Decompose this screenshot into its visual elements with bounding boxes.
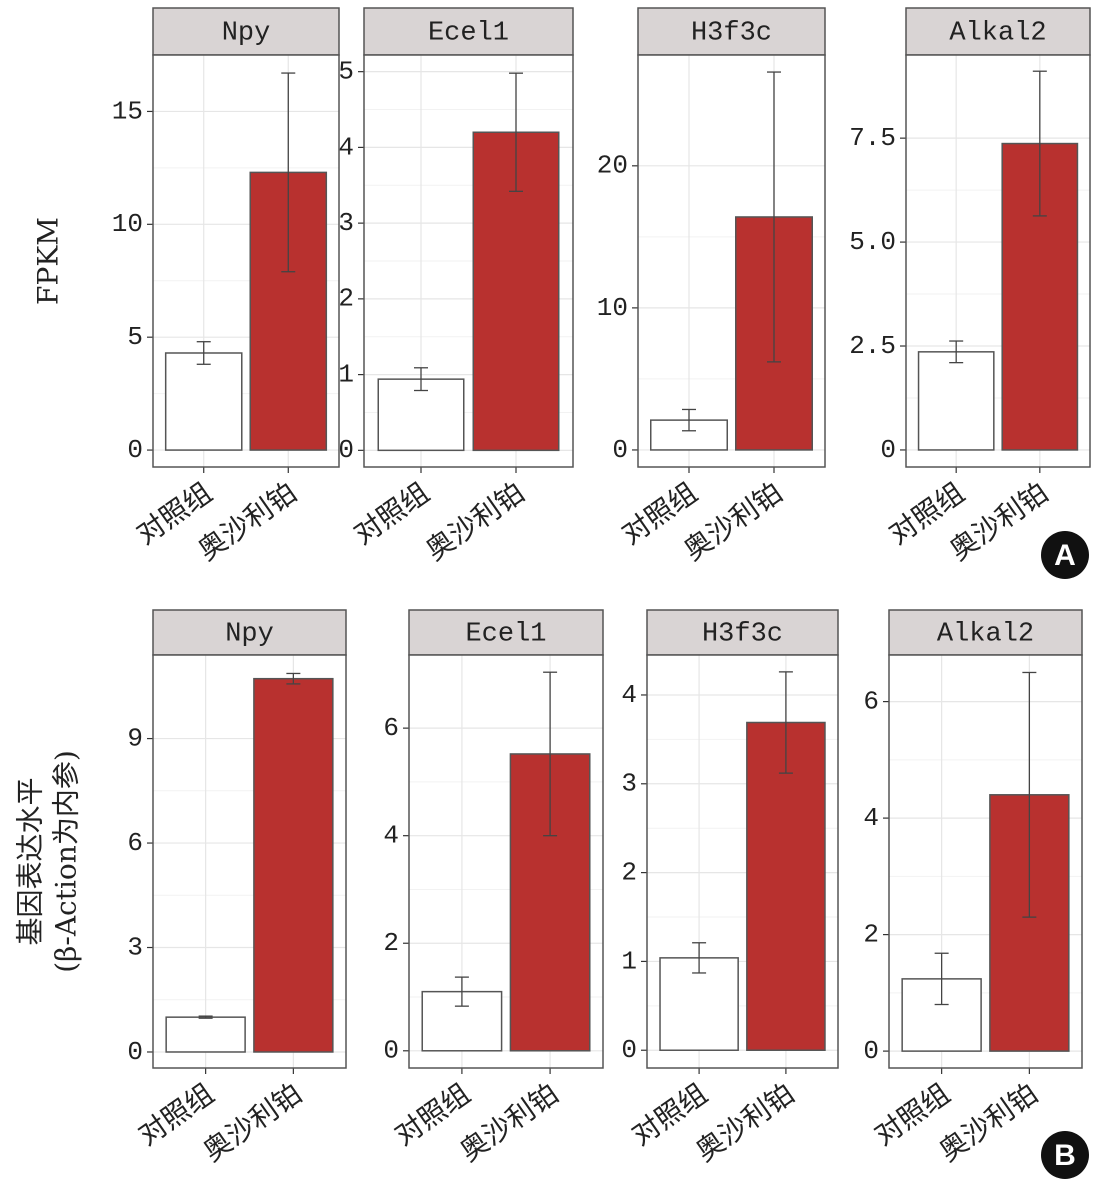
bar	[164, 352, 243, 451]
strip-title: Ecel1	[465, 620, 546, 650]
y-tick-label: 0	[621, 1035, 637, 1065]
y-axis-label: 基因表达水平	[14, 777, 47, 945]
panel-label: A	[1054, 539, 1076, 572]
strip-title: Npy	[225, 620, 274, 650]
y-tick-label: 0	[127, 435, 143, 465]
y-axis-label: (β-Action为内参)	[50, 750, 83, 973]
panel-border	[152, 654, 347, 1069]
panel-border	[152, 54, 340, 468]
y-tick-label: 0	[338, 435, 354, 465]
panel-badge	[1041, 1131, 1089, 1179]
y-tick-label: 5	[127, 322, 143, 352]
y-tick-label: 20	[597, 151, 628, 181]
y-tick-label: 0	[880, 435, 896, 465]
y-tick-label: 3	[338, 208, 354, 238]
y-tick-label: 4	[863, 803, 879, 833]
panel-border	[637, 54, 826, 468]
y-tick-label: 0	[127, 1037, 143, 1067]
y-tick-label: 10	[112, 209, 143, 239]
strip	[646, 609, 839, 656]
strip	[888, 609, 1083, 656]
y-tick-label: 1	[621, 946, 637, 976]
strip-title: Alkal2	[937, 620, 1034, 650]
y-tick-label: 2	[621, 857, 637, 887]
y-tick-label: 9	[127, 723, 143, 753]
strip-title: H3f3c	[702, 620, 783, 650]
bar	[746, 721, 826, 1051]
y-tick-label: 2	[383, 928, 399, 958]
y-tick-label: 7.5	[849, 123, 896, 153]
y-tick-label: 1	[338, 359, 354, 389]
y-tick-label: 3	[127, 932, 143, 962]
bar	[253, 677, 334, 1053]
y-tick-label: 4	[621, 680, 637, 710]
panel-badge	[1041, 531, 1089, 579]
y-tick-label: 4	[338, 132, 354, 162]
y-tick-label: 5	[338, 57, 354, 87]
y-tick-label: 6	[383, 713, 399, 743]
y-tick-label: 0	[383, 1036, 399, 1066]
y-tick-label: 6	[127, 828, 143, 858]
strip	[408, 609, 604, 656]
y-tick-label: 6	[863, 686, 879, 716]
strip	[152, 7, 340, 56]
panel-border	[888, 654, 1083, 1069]
y-tick-label: 2	[863, 919, 879, 949]
y-tick-label: 15	[112, 96, 143, 126]
panel-label: B	[1054, 1139, 1076, 1172]
y-tick-label: 5.0	[849, 227, 896, 257]
bar	[917, 351, 995, 451]
panel-border	[408, 654, 604, 1069]
y-tick-label: 0	[612, 435, 628, 465]
strip-title: Npy	[222, 19, 271, 49]
y-tick-label: 2	[338, 284, 354, 314]
strip-title: H3f3c	[691, 19, 772, 49]
y-tick-label: 3	[621, 769, 637, 799]
panel-border	[363, 54, 574, 468]
strip	[637, 7, 826, 56]
y-axis-label: FPKM	[32, 217, 65, 305]
strip-title: Ecel1	[428, 19, 509, 49]
y-tick-label: 10	[597, 293, 628, 323]
y-tick-label: 0	[863, 1036, 879, 1066]
panel-border	[646, 654, 839, 1069]
strip-title: Alkal2	[949, 19, 1046, 49]
y-tick-label: 2.5	[849, 331, 896, 361]
panel-border	[905, 54, 1091, 468]
y-tick-label: 4	[383, 821, 399, 851]
bar	[165, 1016, 246, 1053]
